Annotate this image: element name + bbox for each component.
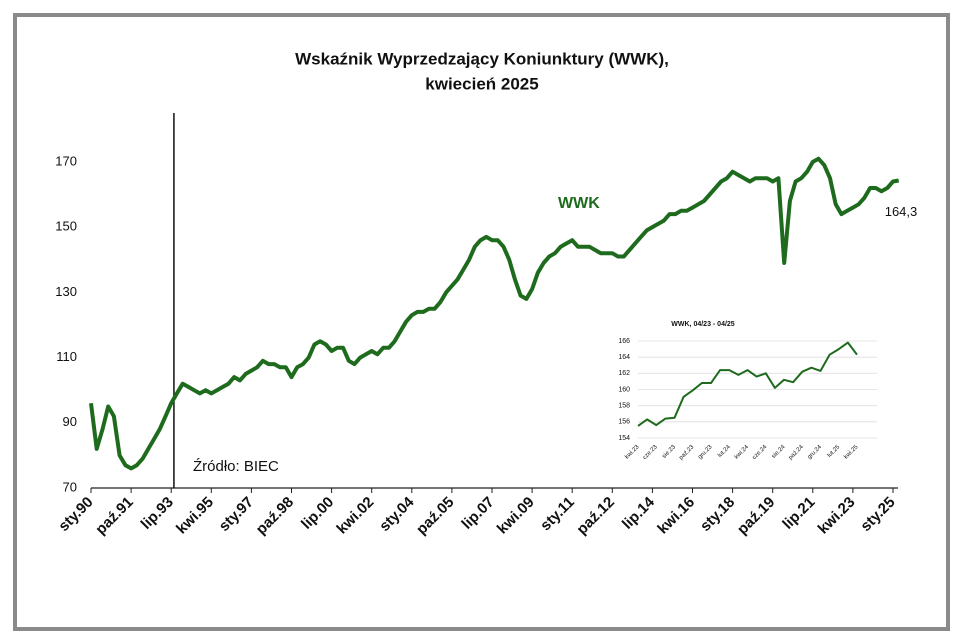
data-line: [637, 341, 858, 427]
y-tick-label: 90: [63, 414, 77, 429]
series-label: WWK: [558, 195, 600, 212]
y-tick-label: 164: [618, 354, 630, 361]
y-tick-label: 154: [618, 435, 630, 442]
y-tick-label: 70: [63, 479, 77, 494]
y-tick-label: 166: [618, 338, 630, 345]
chart-title: Wskaźnik Wyprzedzający Koniunktury (WWK)…: [295, 49, 669, 68]
value-label: 164,3: [885, 204, 918, 219]
y-tick-label: 110: [56, 349, 77, 364]
y-tick-label: 162: [618, 370, 630, 377]
source: Źródło: BIEC: [193, 458, 279, 475]
y-tick-label: 170: [55, 153, 77, 168]
frame: [13, 13, 950, 631]
inset-title: WWK, 04/23 - 04/25: [671, 321, 735, 328]
y-tick-label: 150: [55, 219, 77, 234]
y-tick-label: 160: [618, 386, 630, 393]
y-tick-label: 156: [618, 419, 630, 426]
y-tick-label: 158: [618, 403, 630, 410]
y-tick-label: 130: [55, 284, 77, 299]
chart-title: kwiecień 2025: [425, 74, 538, 93]
data-line: [89, 156, 900, 471]
